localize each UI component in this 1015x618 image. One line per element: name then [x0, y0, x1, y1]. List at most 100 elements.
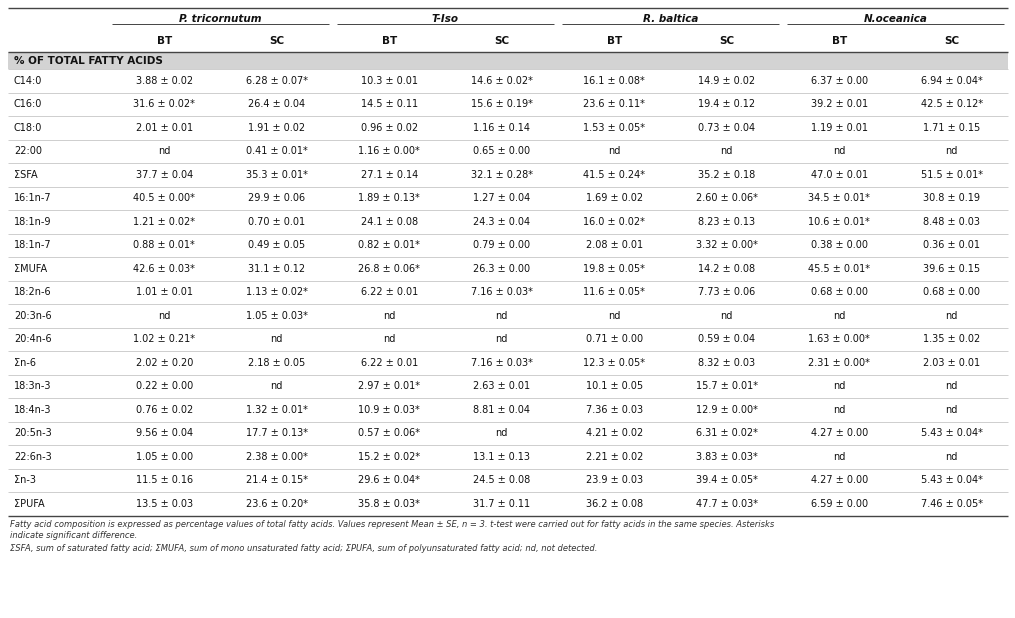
- Text: 17.7 ± 0.13*: 17.7 ± 0.13*: [246, 428, 308, 438]
- Text: 0.88 ± 0.01*: 0.88 ± 0.01*: [133, 240, 195, 250]
- Text: BT: BT: [607, 36, 622, 46]
- Text: 7.36 ± 0.03: 7.36 ± 0.03: [586, 405, 642, 415]
- Text: nd: nd: [608, 146, 620, 156]
- Text: 26.3 ± 0.00: 26.3 ± 0.00: [473, 264, 530, 274]
- Text: nd: nd: [946, 381, 958, 391]
- Text: 10.1 ± 0.05: 10.1 ± 0.05: [586, 381, 642, 391]
- Text: nd: nd: [495, 334, 508, 344]
- Text: 6.94 ± 0.04*: 6.94 ± 0.04*: [921, 76, 983, 86]
- Text: 20:4n-6: 20:4n-6: [14, 334, 52, 344]
- Text: 29.9 ± 0.06: 29.9 ± 0.06: [249, 193, 306, 203]
- Text: T-Iso: T-Iso: [432, 14, 459, 24]
- Text: 23.6 ± 0.20*: 23.6 ± 0.20*: [246, 499, 308, 509]
- Text: 51.5 ± 0.01*: 51.5 ± 0.01*: [921, 170, 983, 180]
- Text: 8.48 ± 0.03: 8.48 ± 0.03: [924, 217, 980, 227]
- Text: 8.23 ± 0.13: 8.23 ± 0.13: [698, 217, 755, 227]
- Text: 7.46 ± 0.05*: 7.46 ± 0.05*: [921, 499, 983, 509]
- Text: 0.73 ± 0.04: 0.73 ± 0.04: [698, 123, 755, 133]
- Text: P. tricornutum: P. tricornutum: [180, 14, 262, 24]
- Text: nd: nd: [495, 428, 508, 438]
- Text: 0.22 ± 0.00: 0.22 ± 0.00: [136, 381, 193, 391]
- Text: nd: nd: [158, 146, 171, 156]
- Text: 7.16 ± 0.03*: 7.16 ± 0.03*: [471, 358, 533, 368]
- Text: 45.5 ± 0.01*: 45.5 ± 0.01*: [808, 264, 870, 274]
- Text: nd: nd: [946, 146, 958, 156]
- Text: 9.56 ± 0.04: 9.56 ± 0.04: [136, 428, 193, 438]
- Text: 2.63 ± 0.01: 2.63 ± 0.01: [473, 381, 530, 391]
- Text: 47.7 ± 0.03*: 47.7 ± 0.03*: [695, 499, 758, 509]
- Text: 0.41 ± 0.01*: 0.41 ± 0.01*: [246, 146, 308, 156]
- Text: 2.03 ± 0.01: 2.03 ± 0.01: [924, 358, 980, 368]
- Text: 1.16 ± 0.00*: 1.16 ± 0.00*: [358, 146, 420, 156]
- Text: ΣPUFA: ΣPUFA: [14, 499, 45, 509]
- Text: 6.28 ± 0.07*: 6.28 ± 0.07*: [246, 76, 308, 86]
- Text: 0.49 ± 0.05: 0.49 ± 0.05: [249, 240, 306, 250]
- Text: 29.6 ± 0.04*: 29.6 ± 0.04*: [358, 475, 420, 485]
- Text: nd: nd: [158, 311, 171, 321]
- Text: 1.89 ± 0.13*: 1.89 ± 0.13*: [358, 193, 420, 203]
- Text: 40.5 ± 0.00*: 40.5 ± 0.00*: [133, 193, 195, 203]
- Text: 1.02 ± 0.21*: 1.02 ± 0.21*: [133, 334, 195, 344]
- Text: 24.5 ± 0.08: 24.5 ± 0.08: [473, 475, 531, 485]
- Text: 5.43 ± 0.04*: 5.43 ± 0.04*: [921, 475, 983, 485]
- Text: 13.5 ± 0.03: 13.5 ± 0.03: [136, 499, 193, 509]
- Text: 26.4 ± 0.04: 26.4 ± 0.04: [249, 99, 306, 109]
- Text: 1.63 ± 0.00*: 1.63 ± 0.00*: [808, 334, 870, 344]
- Text: 34.5 ± 0.01*: 34.5 ± 0.01*: [808, 193, 870, 203]
- Text: 0.70 ± 0.01: 0.70 ± 0.01: [249, 217, 306, 227]
- Text: 0.82 ± 0.01*: 0.82 ± 0.01*: [358, 240, 420, 250]
- Text: 20:5n-3: 20:5n-3: [14, 428, 52, 438]
- Text: nd: nd: [495, 311, 508, 321]
- Text: 4.27 ± 0.00: 4.27 ± 0.00: [811, 428, 868, 438]
- Text: 23.6 ± 0.11*: 23.6 ± 0.11*: [584, 99, 646, 109]
- Text: nd: nd: [833, 405, 845, 415]
- Text: nd: nd: [721, 311, 733, 321]
- Text: 32.1 ± 0.28*: 32.1 ± 0.28*: [471, 170, 533, 180]
- Text: 14.6 ± 0.02*: 14.6 ± 0.02*: [471, 76, 533, 86]
- Text: C18:0: C18:0: [14, 123, 43, 133]
- Text: SC: SC: [720, 36, 734, 46]
- Text: 12.3 ± 0.05*: 12.3 ± 0.05*: [584, 358, 646, 368]
- Text: nd: nd: [383, 311, 396, 321]
- Text: SC: SC: [944, 36, 959, 46]
- Text: 1.27 ± 0.04: 1.27 ± 0.04: [473, 193, 531, 203]
- Text: 39.6 ± 0.15: 39.6 ± 0.15: [924, 264, 980, 274]
- Text: 1.69 ± 0.02: 1.69 ± 0.02: [586, 193, 642, 203]
- Text: 15.6 ± 0.19*: 15.6 ± 0.19*: [471, 99, 533, 109]
- Text: ΣSFA: ΣSFA: [14, 170, 38, 180]
- Text: 10.3 ± 0.01: 10.3 ± 0.01: [360, 76, 418, 86]
- Text: 16.1 ± 0.08*: 16.1 ± 0.08*: [584, 76, 646, 86]
- Text: 4.27 ± 0.00: 4.27 ± 0.00: [811, 475, 868, 485]
- Text: nd: nd: [833, 381, 845, 391]
- Text: 35.3 ± 0.01*: 35.3 ± 0.01*: [246, 170, 308, 180]
- Text: 0.57 ± 0.06*: 0.57 ± 0.06*: [358, 428, 420, 438]
- Text: 6.59 ± 0.00: 6.59 ± 0.00: [811, 499, 868, 509]
- Text: 3.88 ± 0.02: 3.88 ± 0.02: [136, 76, 193, 86]
- Text: nd: nd: [833, 452, 845, 462]
- Text: 3.83 ± 0.03*: 3.83 ± 0.03*: [696, 452, 757, 462]
- Text: 19.4 ± 0.12: 19.4 ± 0.12: [698, 99, 755, 109]
- Text: % OF TOTAL FATTY ACIDS: % OF TOTAL FATTY ACIDS: [14, 56, 162, 66]
- Text: 18:2n-6: 18:2n-6: [14, 287, 52, 297]
- Text: nd: nd: [833, 146, 845, 156]
- Text: 1.05 ± 0.00: 1.05 ± 0.00: [136, 452, 193, 462]
- Text: 0.38 ± 0.00: 0.38 ± 0.00: [811, 240, 868, 250]
- Text: 8.81 ± 0.04: 8.81 ± 0.04: [473, 405, 530, 415]
- Text: 0.76 ± 0.02: 0.76 ± 0.02: [136, 405, 193, 415]
- Text: 10.6 ± 0.01*: 10.6 ± 0.01*: [808, 217, 870, 227]
- Text: 18:1n-9: 18:1n-9: [14, 217, 52, 227]
- Text: nd: nd: [608, 311, 620, 321]
- Text: 7.16 ± 0.03*: 7.16 ± 0.03*: [471, 287, 533, 297]
- Text: 3.32 ± 0.00*: 3.32 ± 0.00*: [696, 240, 757, 250]
- Text: 42.6 ± 0.03*: 42.6 ± 0.03*: [133, 264, 195, 274]
- Text: 27.1 ± 0.14: 27.1 ± 0.14: [360, 170, 418, 180]
- Text: 31.7 ± 0.11: 31.7 ± 0.11: [473, 499, 530, 509]
- Text: 19.8 ± 0.05*: 19.8 ± 0.05*: [584, 264, 646, 274]
- Text: 37.7 ± 0.04: 37.7 ± 0.04: [136, 170, 193, 180]
- Text: 21.4 ± 0.15*: 21.4 ± 0.15*: [246, 475, 308, 485]
- Text: 6.22 ± 0.01: 6.22 ± 0.01: [360, 358, 418, 368]
- Text: BT: BT: [382, 36, 397, 46]
- Text: 18:1n-7: 18:1n-7: [14, 240, 52, 250]
- Text: 11.6 ± 0.05*: 11.6 ± 0.05*: [584, 287, 646, 297]
- Text: 1.19 ± 0.01: 1.19 ± 0.01: [811, 123, 868, 133]
